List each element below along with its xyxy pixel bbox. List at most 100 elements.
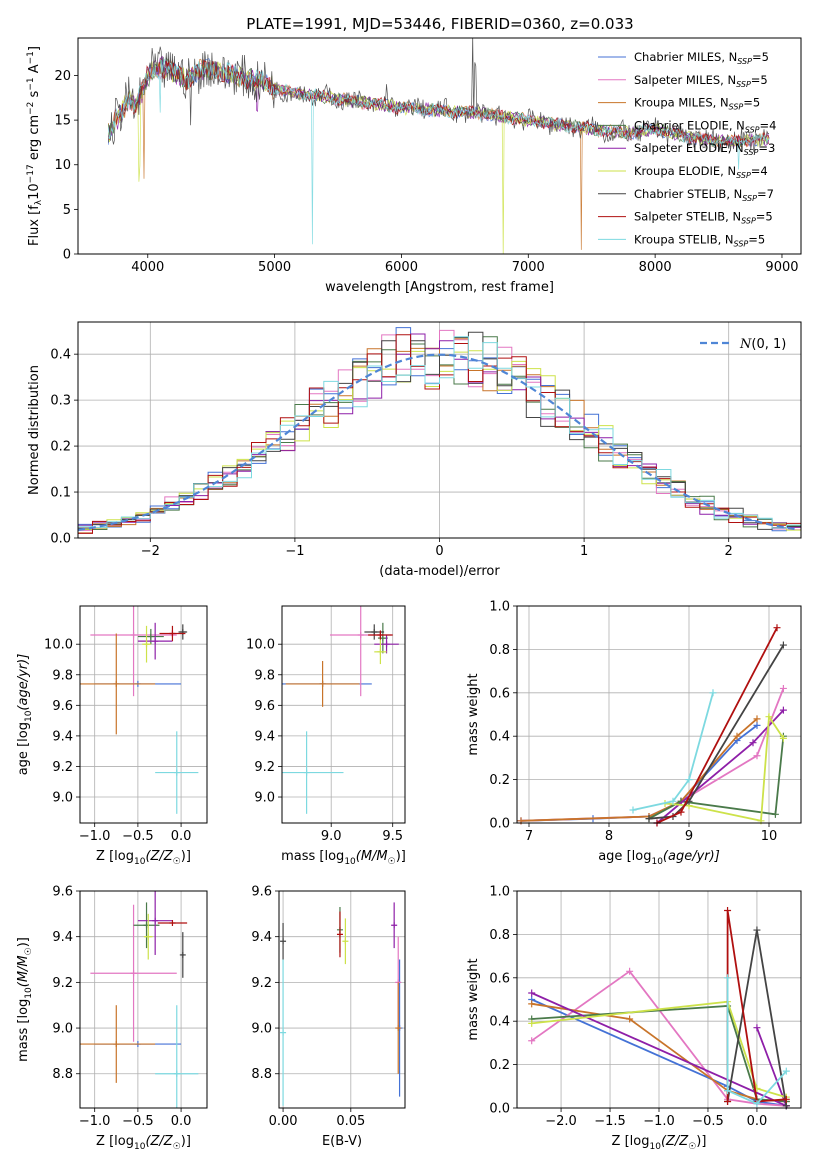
axes-frame [281, 605, 406, 824]
x-tick-label: 0.00 [269, 1114, 298, 1129]
subscript: ☉ [24, 947, 34, 955]
weight-marker [779, 641, 787, 649]
weight-vs-Z-x-label: Z [log10(Z/Z☉)] [612, 1134, 707, 1152]
label-part: 10 [27, 183, 42, 200]
weight-marker [724, 974, 732, 982]
errorbar-point [155, 1005, 199, 1108]
axes-frame [77, 37, 802, 255]
label-part: Z [ [96, 849, 114, 864]
weight-marker [724, 1087, 732, 1095]
errorbar-point [155, 731, 199, 814]
weight-marker [753, 1100, 761, 1108]
label-part: log [630, 1134, 650, 1149]
point-marker [357, 632, 364, 639]
weight-marker [782, 1067, 790, 1075]
legend-nssp: =5 [743, 96, 760, 110]
weight-marker [765, 713, 773, 721]
x-tick-label: 10 [761, 829, 778, 844]
y-tick-label: 9.2 [251, 976, 272, 991]
subscript: SSP [741, 217, 756, 226]
y-tick-label: 20 [54, 69, 71, 84]
x-tick-label: −1 [285, 544, 304, 559]
subscript: SSP [745, 125, 760, 134]
legend-args: (0, 1) [751, 337, 786, 352]
point-marker [130, 970, 137, 977]
point-marker [377, 648, 384, 655]
spectrum-y-label: Flux [fλ10−17 erg cm−2 s−1 A−1] [26, 46, 44, 246]
legend-label: Kroupa ELODIE, NSSP=4 [634, 164, 768, 180]
label-part: A [27, 64, 42, 77]
weight-marker [753, 721, 761, 729]
label-part: Normed distribution [27, 365, 42, 495]
y-tick-label: 0.2 [489, 1058, 510, 1073]
x-tick-label: 7 [525, 829, 533, 844]
weight-marker [629, 806, 637, 814]
y-tick-label: 0.3 [50, 394, 71, 409]
y-tick-label: 0.6 [489, 971, 510, 986]
y-tick-label: 9.4 [52, 729, 73, 744]
label-part: mass weight [466, 958, 481, 1040]
subscript: 10 [134, 1142, 146, 1152]
subscript: 10 [651, 857, 663, 867]
errorbar-point [137, 891, 173, 955]
y-tick-label: 9.2 [52, 760, 73, 775]
errorbar-point [368, 630, 393, 640]
y-tick-label: 9.6 [52, 885, 73, 900]
y-tick-label: 9.4 [254, 729, 275, 744]
legend-nssp: =5 [752, 50, 769, 64]
line-series-group [517, 624, 787, 827]
point-marker [130, 632, 137, 639]
y-tick-label: 5 [63, 203, 71, 218]
y-tick-label: 9.4 [251, 930, 272, 945]
subscript: SSP [744, 148, 759, 157]
point-marker [391, 922, 398, 929]
y-tick-label: 10 [54, 158, 71, 173]
weight-series [531, 1000, 787, 1099]
x-tick-label: 0.0 [747, 1114, 768, 1129]
x-tick-label: 4000 [131, 260, 164, 275]
label-part: )] [181, 849, 191, 864]
y-tick-label: 9.2 [52, 976, 73, 991]
line-series-group [528, 907, 790, 1110]
y-tick-label: 0.0 [489, 1102, 510, 1117]
point-marker [342, 938, 349, 945]
subscript: ☉ [688, 1142, 696, 1152]
y-tick-label: 8.8 [251, 1067, 272, 1082]
errorbar-point [342, 918, 349, 965]
spectrum-x-label: wavelength [Angstrom, rest frame] [325, 280, 554, 295]
label-part: (Z/Z [661, 1134, 689, 1149]
weight-marker [753, 926, 761, 934]
data-points [282, 606, 399, 814]
label-part: age [log [598, 849, 651, 864]
y-tick-label: 9.0 [251, 1022, 272, 1037]
weight-series [531, 998, 787, 1107]
point-marker [143, 641, 150, 648]
weight-marker [709, 689, 717, 697]
point-marker [383, 641, 390, 648]
legend-series-name: Chabrier MILES, N [634, 50, 737, 64]
legend-label: Salpeter MILES, NSSP=5 [634, 73, 768, 89]
label-part: wavelength [Angstrom, rest frame] [325, 280, 554, 295]
y-tick-label: 9.8 [52, 668, 73, 683]
errorbar-point [282, 731, 344, 814]
legend-series-name: Kroupa STELIB, N [634, 232, 734, 246]
errorbar-point [336, 911, 343, 958]
weight-vs-Z-y-label: mass weight [466, 958, 481, 1040]
point-marker [319, 680, 326, 687]
mass-vs-Z-x-label: Z [log10(Z/Z☉)] [96, 1134, 191, 1152]
point-marker [371, 628, 378, 635]
errorbar-point [80, 1005, 156, 1083]
label-part: ] [27, 46, 42, 51]
y-tick-label: 9.2 [254, 760, 275, 775]
weight-marker [753, 1024, 761, 1032]
weight-marker [724, 907, 732, 915]
y-tick-label: 0.4 [50, 348, 71, 363]
y-tick-label: 0.8 [489, 928, 510, 943]
axes-frame [278, 890, 406, 1109]
weight-marker [771, 810, 779, 818]
histogram-steps [78, 327, 801, 536]
weight-marker [779, 734, 787, 742]
subscript: 10 [344, 857, 356, 867]
weight-marker [773, 624, 781, 632]
weight-marker [645, 815, 653, 823]
